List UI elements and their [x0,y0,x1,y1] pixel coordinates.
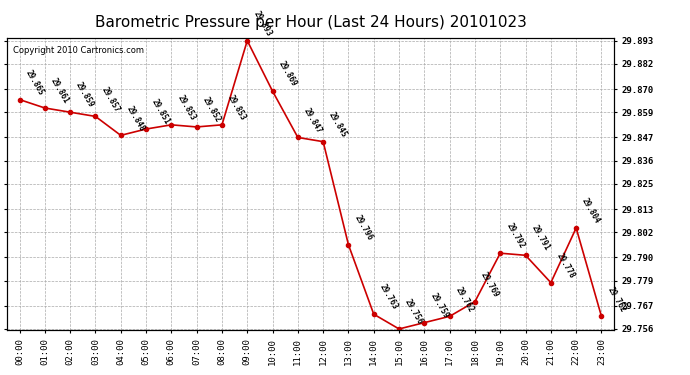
Text: 29.853: 29.853 [175,93,197,122]
Text: 29.778: 29.778 [555,251,577,280]
Text: Copyright 2010 Cartronics.com: Copyright 2010 Cartronics.com [13,46,144,55]
Text: 29.869: 29.869 [277,60,298,88]
Text: 29.848: 29.848 [125,104,146,133]
Text: 29.857: 29.857 [99,85,121,114]
Text: 29.762: 29.762 [606,285,627,314]
Text: 29.861: 29.861 [49,76,70,105]
Text: 29.859: 29.859 [75,81,96,110]
Text: 29.804: 29.804 [580,196,602,225]
Text: 29.847: 29.847 [302,106,324,135]
Text: 29.852: 29.852 [201,96,222,124]
Text: 29.796: 29.796 [353,213,374,242]
Text: 29.851: 29.851 [150,98,172,126]
Text: 29.893: 29.893 [251,9,273,38]
Text: 29.865: 29.865 [23,68,46,97]
Text: 29.763: 29.763 [378,283,400,312]
Text: 29.769: 29.769 [479,270,501,299]
Text: 29.762: 29.762 [454,285,475,314]
Text: 29.792: 29.792 [504,222,526,251]
Text: 29.853: 29.853 [226,93,248,122]
Text: Barometric Pressure per Hour (Last 24 Hours) 20101023: Barometric Pressure per Hour (Last 24 Ho… [95,15,526,30]
Text: 29.759: 29.759 [428,291,450,320]
Text: 29.756: 29.756 [403,298,425,326]
Text: 29.845: 29.845 [327,110,349,139]
Text: 29.791: 29.791 [530,224,551,252]
